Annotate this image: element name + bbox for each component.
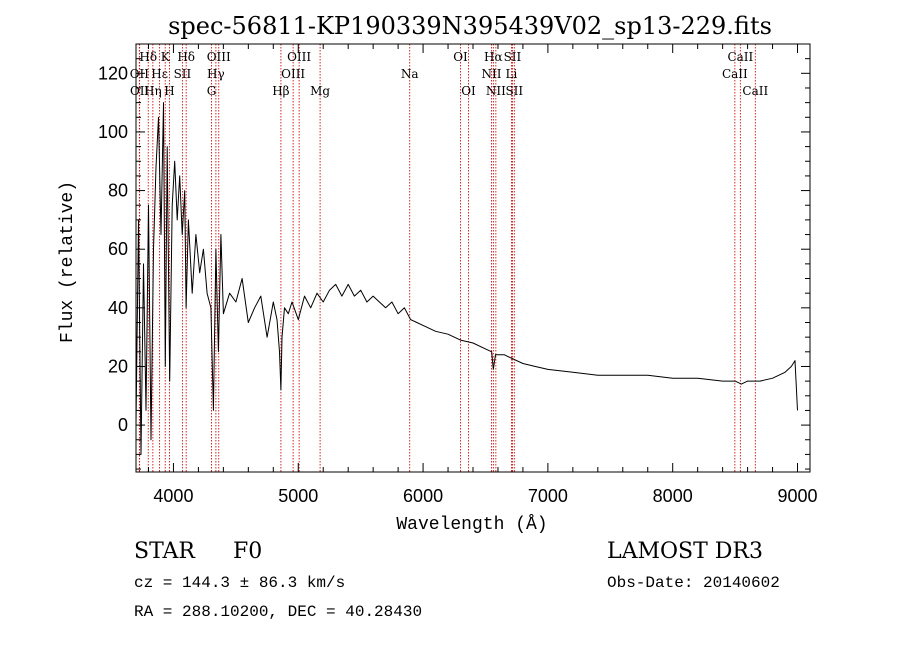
line-marker-label: Hδ <box>177 50 195 64</box>
object-class: STAR F0 <box>134 539 262 564</box>
line-marker-label: Hε <box>151 67 168 81</box>
line-marker-label: OIII <box>207 50 231 64</box>
line-marker-label: CaII <box>722 67 748 81</box>
y-tick-label: 60 <box>108 239 128 259</box>
y-axis-ticks: 0 20 40 60 80 100 120 <box>98 58 810 470</box>
line-marker-label: Hα <box>484 50 503 64</box>
y-tick-label: 80 <box>108 181 128 201</box>
line-marker-label: SII <box>504 50 522 64</box>
class-label: STAR <box>134 539 195 564</box>
line-marker-label: OIII <box>281 67 305 81</box>
y-tick-label: 0 <box>118 415 128 435</box>
spectrum-line <box>135 102 798 455</box>
y-tick-label: 100 <box>98 122 128 142</box>
line-marker-label: CaII <box>742 84 768 98</box>
x-axis-ticks: 4000 5000 6000 7000 8000 9000 <box>147 44 818 506</box>
line-marker-label: CaII <box>727 50 753 64</box>
redshift-readout: cz = 144.3 ± 86.3 km/s <box>134 574 346 592</box>
x-axis-label: Wavelength (Å) <box>396 514 547 535</box>
x-tick-label: 8000 <box>653 486 693 506</box>
line-marker-label: K <box>161 50 171 64</box>
y-tick-label: 40 <box>108 298 128 318</box>
line-marker-label: Hη <box>144 84 162 98</box>
line-marker-label: Mg <box>310 84 330 98</box>
line-marker-label: OIII <box>287 50 311 64</box>
y-tick-label: 20 <box>108 356 128 376</box>
chart-title: spec-56811-KP190339N395439V02_sp13-229.f… <box>168 12 772 40</box>
plot-frame <box>135 43 811 473</box>
line-marker-label: OII <box>130 67 150 81</box>
line-marker-label: OI <box>453 50 468 64</box>
x-tick-label: 7000 <box>528 486 568 506</box>
line-marker-label: Li <box>506 67 518 81</box>
survey-label: LAMOST DR3 <box>607 539 763 564</box>
line-marker-label: Hβ <box>272 84 289 98</box>
line-marker-label: Na <box>401 67 419 81</box>
line-marker-label: OI <box>461 84 476 98</box>
x-tick-label: 5000 <box>278 486 318 506</box>
coordinates-readout: RA = 288.10200, DEC = 40.28430 <box>134 603 423 621</box>
line-markers <box>138 44 756 472</box>
line-marker-label: SII <box>174 67 192 81</box>
obs-date-readout: Obs-Date: 20140602 <box>607 574 780 592</box>
x-tick-label: 6000 <box>403 486 443 506</box>
x-tick-label: 4000 <box>153 486 193 506</box>
line-marker-label: H <box>164 84 174 98</box>
line-marker-label: Hδ <box>139 50 157 64</box>
line-marker-label: Hγ <box>207 67 225 81</box>
line-marker-label: OII <box>130 84 150 98</box>
line-marker-label: SII <box>505 84 523 98</box>
y-tick-label: 120 <box>98 63 128 83</box>
y-axis-label: Flux (relative) <box>58 181 78 343</box>
spectrum-series <box>135 102 798 455</box>
line-marker-label: NII <box>481 67 501 81</box>
line-marker-label: NII <box>486 84 506 98</box>
line-marker-label: G <box>207 84 217 98</box>
subclass-label: F0 <box>233 539 263 564</box>
x-tick-label: 9000 <box>777 486 817 506</box>
